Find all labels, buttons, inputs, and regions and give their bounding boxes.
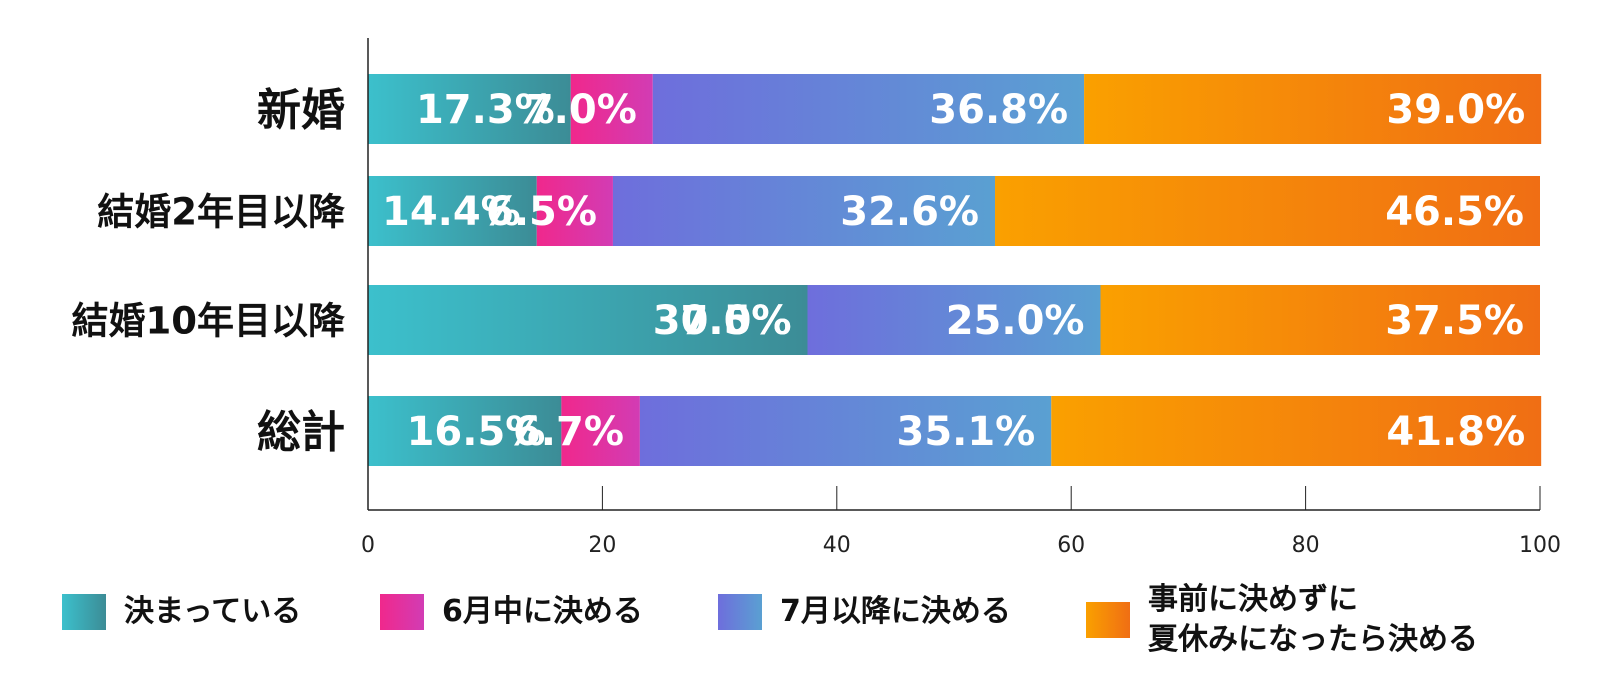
data-label: 39.0% (1386, 87, 1525, 133)
data-label: 0.0% (681, 298, 792, 344)
x-tick-label: 60 (1057, 533, 1085, 558)
bar-segment (561, 396, 640, 466)
data-label: 14.4% (382, 189, 521, 235)
x-tick-label: 100 (1519, 533, 1561, 558)
data-label: 17.3% (416, 87, 555, 133)
legend-swatch (380, 594, 424, 630)
x-tick-label: 80 (1292, 533, 1320, 558)
data-label: 16.5% (407, 409, 546, 455)
legend-label: 決まっている (124, 594, 302, 629)
category-label: 結婚2年目以降 (97, 190, 345, 233)
bar-segment (368, 74, 571, 144)
x-tick-label: 40 (823, 533, 851, 558)
legend-label: 事前に決めずに 夏休みになったら決める (1148, 582, 1478, 657)
legend-swatch (718, 594, 762, 630)
bar-segment (368, 396, 562, 466)
data-label: 37.5% (653, 298, 792, 344)
bar-segment (1100, 285, 1540, 355)
bar-segment (570, 74, 653, 144)
legend-label: 7月以降に決める (780, 594, 1011, 629)
category-label: 新婚 (257, 85, 345, 136)
legend-swatch (1086, 602, 1130, 638)
bar-segment (807, 285, 1101, 355)
legend-item: 決まっている (62, 592, 301, 632)
category-label: 総計 (257, 407, 345, 458)
bar-segment (639, 396, 1052, 466)
data-label: 6.7% (513, 409, 624, 455)
legend: 決まっている 6月中に決める 7月以降に決める 事前に決めずに 夏休みになったら決める (0, 560, 1600, 680)
bar-segment (612, 176, 996, 246)
x-tick-label: 20 (588, 533, 616, 558)
legend-swatch (62, 594, 106, 630)
data-label: 36.8% (929, 87, 1068, 133)
bar-segment (1084, 74, 1542, 144)
data-label: 32.6% (840, 189, 979, 235)
legend-item: 6月中に決める (380, 592, 643, 632)
data-label: 41.8% (1386, 409, 1525, 455)
data-label: 37.5% (1385, 298, 1524, 344)
data-label: 7.0% (526, 87, 637, 133)
bar-segment (652, 74, 1085, 144)
x-tick-label: 0 (361, 533, 375, 558)
data-label: 6.5% (486, 189, 597, 235)
bar-segment (995, 176, 1540, 246)
bar-segment (368, 285, 808, 355)
legend-label: 6月中に決める (442, 594, 643, 629)
bar-segment (536, 176, 613, 246)
bar-segment (1051, 396, 1542, 466)
stacked-bar-chart: 0 20 40 60 80 100 17.3%7.0% 36.8% 39.0%新婚14.4%6… (72, 38, 1561, 558)
data-label: 46.5% (1385, 189, 1524, 235)
data-label: 25.0% (946, 298, 1085, 344)
legend-item: 7月以降に決める (718, 592, 1011, 632)
category-label: 結婚10年目以降 (72, 299, 346, 342)
data-label: 35.1% (896, 409, 1035, 455)
legend-item: 事前に決めずに 夏休みになったら決める (1086, 580, 1478, 660)
bar-segment (368, 176, 537, 246)
